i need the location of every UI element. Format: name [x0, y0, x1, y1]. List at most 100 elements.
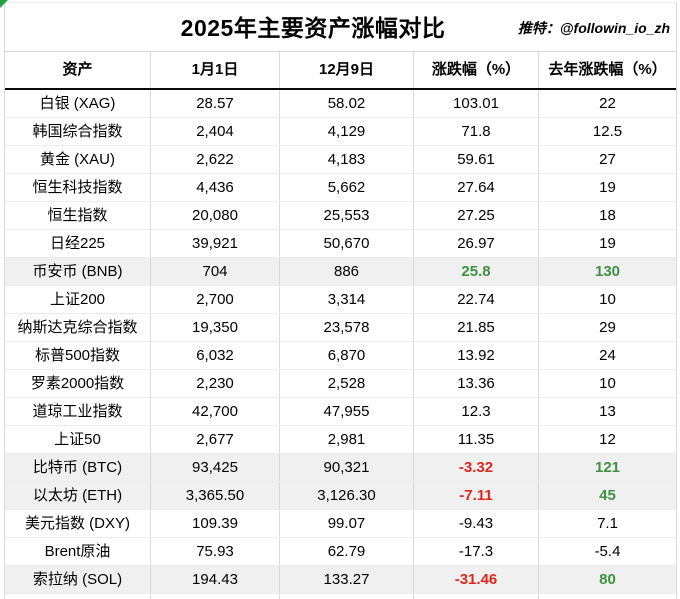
table-row: 比特币 (BTC) 93,425 90,321 -3.32 121 [5, 454, 676, 482]
last-year-value-cell: 19 [599, 179, 616, 196]
asset-name-cell: 恒生指数 [5, 202, 151, 229]
last-year-value-cell: 24 [599, 347, 616, 364]
jan1-value-cell: 39,921 [151, 230, 280, 257]
change-value-cell: 21.85 [414, 314, 539, 341]
last-year-value-cell: 19 [599, 235, 616, 252]
table-row: 韩国综合指数 2,404 4,129 71.8 12.5 [5, 118, 676, 146]
change-value-cell: 22.74 [414, 286, 539, 313]
column-header-asset: 资产 [5, 52, 151, 88]
last-year-value-cell: 45 [599, 487, 616, 504]
table-row: 索拉纳 (SOL) 194.43 133.27 -31.46 80 [5, 566, 676, 594]
last-year-value-cell: 12.5 [592, 123, 623, 140]
change-value-cell: 59.61 [414, 146, 539, 173]
asset-name-cell: 比特币 (BTC) [5, 454, 151, 481]
table-row: 黄金 (XAU) 2,622 4,183 59.61 27 [5, 146, 676, 174]
dec9-value-cell: 3,314 [280, 286, 414, 313]
change-value-cell: -7.11 [414, 482, 539, 509]
jan1-value-cell: 4,436 [151, 174, 280, 201]
table-header: 资产 1月1日 12月9日 涨跌幅（%） 去年涨跌幅（%） [5, 51, 676, 90]
table-row: 罗素2000指数 2,230 2,528 13.36 10 [5, 370, 676, 398]
last-year-value-cell: 27 [599, 151, 616, 168]
asset-name-cell: 以太坊 (ETH) [5, 482, 151, 509]
asset-name-cell: 罗素2000指数 [5, 370, 151, 397]
dec9-value-cell: 4,183 [280, 146, 414, 173]
asset-name-cell: 白银 (XAG) [5, 90, 151, 117]
asset-table: 2025年主要资产涨幅对比 推特：@followin_io_zh 资产 1月1日… [4, 2, 677, 599]
asset-name-cell: 标普500指数 [5, 342, 151, 369]
dec9-value-cell: 133.27 [280, 566, 414, 593]
dec9-value-cell: 23,578 [280, 314, 414, 341]
asset-name-cell: 韩国综合指数 [5, 118, 151, 145]
jan1-value-cell: 93,425 [151, 454, 280, 481]
table-body: 白银 (XAG) 28.57 58.02 103.01 22 韩国综合指数 2,404 4,1… [5, 90, 676, 594]
partial-bottom-row [5, 594, 676, 599]
asset-name-cell: 币安币 (BNB) [5, 258, 151, 285]
dec9-value-cell: 2,528 [280, 370, 414, 397]
last-year-value-cell: 10 [599, 375, 616, 392]
asset-name-cell: 恒生科技指数 [5, 174, 151, 201]
change-value-cell: 71.8 [414, 118, 539, 145]
last-year-value-cell: 10 [599, 291, 616, 308]
asset-name-cell: Brent原油 [5, 538, 151, 565]
asset-name-cell: 索拉纳 (SOL) [5, 566, 151, 593]
dec9-value-cell: 6,870 [280, 342, 414, 369]
column-header-jan1: 1月1日 [151, 52, 280, 88]
jan1-value-cell: 28.57 [151, 90, 280, 117]
last-year-value-cell: 121 [594, 459, 621, 476]
dec9-value-cell: 58.02 [280, 90, 414, 117]
jan1-value-cell: 42,700 [151, 398, 280, 425]
dec9-value-cell: 886 [280, 258, 414, 285]
jan1-value-cell: 3,365.50 [151, 482, 280, 509]
table-row: Brent原油 75.93 62.79 -17.3 -5.4 [5, 538, 676, 566]
jan1-value-cell: 2,230 [151, 370, 280, 397]
empty-cell [5, 594, 151, 599]
empty-cell [151, 594, 280, 599]
last-year-value-cell: 130 [594, 263, 621, 280]
last-year-value-cell: 7.1 [597, 515, 618, 532]
jan1-value-cell: 2,677 [151, 426, 280, 453]
jan1-value-cell: 704 [151, 258, 280, 285]
table-row: 道琼工业指数 42,700 47,955 12.3 13 [5, 398, 676, 426]
dec9-value-cell: 3,126.30 [280, 482, 414, 509]
change-value-cell: 25.8 [414, 258, 539, 285]
jan1-value-cell: 109.39 [151, 510, 280, 537]
change-value-cell: 103.01 [414, 90, 539, 117]
asset-name-cell: 上证50 [5, 426, 151, 453]
change-value-cell: 12.3 [414, 398, 539, 425]
jan1-value-cell: 2,404 [151, 118, 280, 145]
table-row: 白银 (XAG) 28.57 58.02 103.01 22 [5, 90, 676, 118]
dec9-value-cell: 5,662 [280, 174, 414, 201]
jan1-value-cell: 194.43 [151, 566, 280, 593]
change-value-cell: 27.25 [414, 202, 539, 229]
last-year-value-cell: 12 [599, 431, 616, 448]
asset-name-cell: 日经225 [5, 230, 151, 257]
table-row: 恒生指数 20,080 25,553 27.25 18 [5, 202, 676, 230]
table-row: 标普500指数 6,032 6,870 13.92 24 [5, 342, 676, 370]
column-header-dec9: 12月9日 [280, 52, 414, 88]
jan1-value-cell: 2,700 [151, 286, 280, 313]
last-year-value-cell: 22 [599, 95, 616, 112]
column-header-last-year: 去年涨跌幅（%） [548, 61, 667, 78]
jan1-value-cell: 6,032 [151, 342, 280, 369]
empty-cell [539, 594, 676, 599]
last-year-value-cell: 80 [599, 571, 616, 588]
table-row: 美元指数 (DXY) 109.39 99.07 -9.43 7.1 [5, 510, 676, 538]
table-row: 纳斯达克综合指数 19,350 23,578 21.85 29 [5, 314, 676, 342]
change-value-cell: 27.64 [414, 174, 539, 201]
title-row: 2025年主要资产涨幅对比 推特：@followin_io_zh [5, 3, 676, 51]
last-year-value-cell: 18 [599, 207, 616, 224]
last-year-value-cell: 29 [599, 319, 616, 336]
last-year-value-cell: -5.4 [594, 543, 621, 560]
asset-name-cell: 道琼工业指数 [5, 398, 151, 425]
dec9-value-cell: 4,129 [280, 118, 414, 145]
table-row: 以太坊 (ETH) 3,365.50 3,126.30 -7.11 45 [5, 482, 676, 510]
change-value-cell: 11.35 [414, 426, 539, 453]
change-value-cell: -3.32 [414, 454, 539, 481]
change-value-cell: 26.97 [414, 230, 539, 257]
asset-name-cell: 纳斯达克综合指数 [5, 314, 151, 341]
table-row: 恒生科技指数 4,436 5,662 27.64 19 [5, 174, 676, 202]
asset-name-cell: 黄金 (XAU) [5, 146, 151, 173]
dec9-value-cell: 99.07 [280, 510, 414, 537]
dec9-value-cell: 25,553 [280, 202, 414, 229]
